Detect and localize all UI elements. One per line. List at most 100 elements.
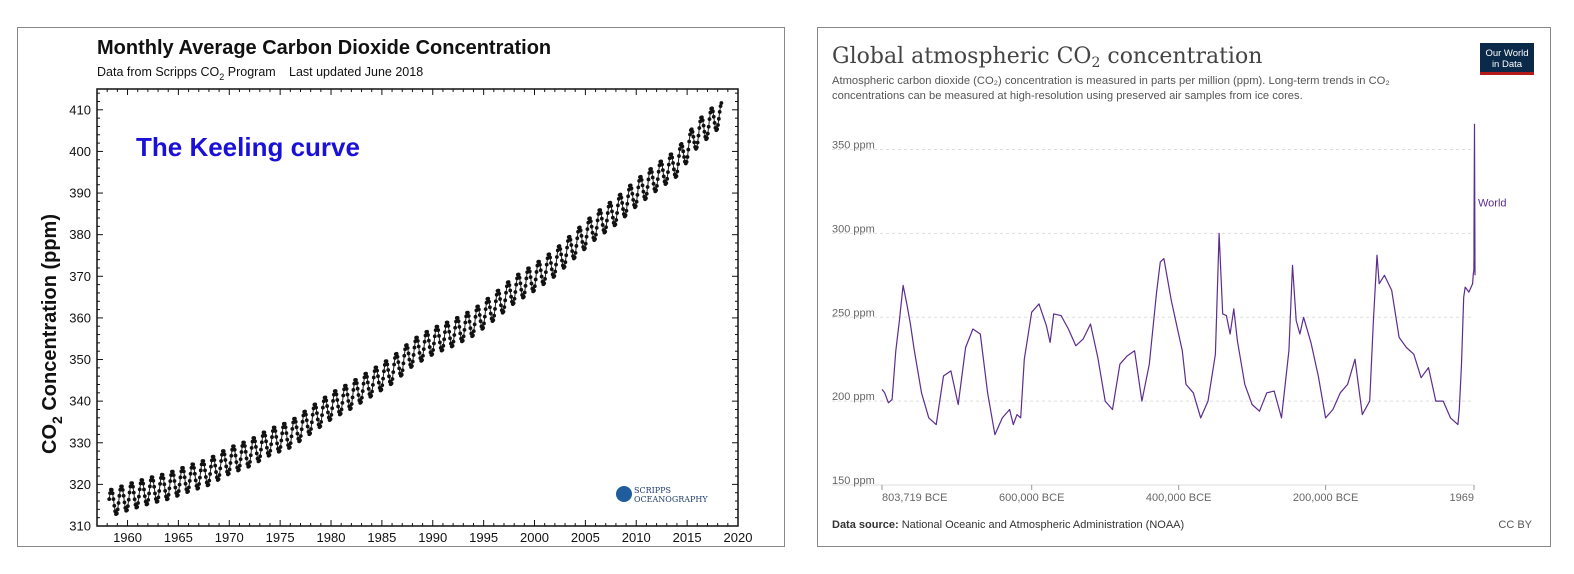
co2-monthly-point <box>570 249 575 254</box>
co2-monthly-point <box>280 431 285 436</box>
co2-monthly-point <box>401 361 406 366</box>
co2-monthly-point <box>203 475 208 479</box>
co2-monthly-point <box>544 262 549 267</box>
co2-monthly-point <box>493 299 498 304</box>
co2-monthly-point <box>467 319 472 324</box>
co2-monthly-point <box>476 307 481 312</box>
co2-monthly-point <box>142 487 146 492</box>
co2-monthly-point <box>125 504 130 508</box>
co2-monthly-point <box>379 387 384 392</box>
co2-monthly-point <box>392 362 396 367</box>
co2-monthly-point <box>618 192 623 197</box>
co2-monthly-point <box>233 453 238 458</box>
co2-monthly-point <box>504 290 508 295</box>
co2-monthly-point <box>593 237 597 241</box>
co2-monthly-point <box>600 223 605 227</box>
x-tick-label: 1985 <box>367 530 396 545</box>
co2-monthly-point <box>253 445 258 449</box>
co2-monthly-point <box>583 241 588 246</box>
co2-monthly-point <box>699 115 704 120</box>
y-tick-label: 250 ppm <box>832 307 875 319</box>
co2-monthly-point <box>610 209 614 214</box>
co2-monthly-point <box>527 269 532 274</box>
co2-monthly-point <box>427 345 432 349</box>
co2-monthly-point <box>517 275 522 280</box>
co2-monthly-point <box>660 168 665 173</box>
co2-monthly-point <box>488 311 493 316</box>
co2-monthly-point <box>234 460 239 465</box>
co2-monthly-point <box>287 445 292 450</box>
co2-monthly-point <box>211 454 216 459</box>
co2-monthly-point <box>382 369 386 374</box>
co2-monthly-point <box>548 255 553 260</box>
co2-monthly-point <box>707 117 712 121</box>
chart-subtitle: Data from Scripps CO2 Program <box>97 65 276 82</box>
co2-monthly-point <box>197 482 201 486</box>
co2-monthly-point <box>371 375 376 380</box>
co2-monthly-point <box>568 237 573 242</box>
co2-monthly-point <box>487 299 491 304</box>
co2-monthly-point <box>608 200 613 205</box>
co2-monthly-point <box>711 109 715 114</box>
scripps-logo-icon <box>616 486 632 502</box>
co2-monthly-point <box>595 218 600 223</box>
co2-monthly-point <box>181 466 185 470</box>
co2-monthly-point <box>676 162 681 167</box>
co2-monthly-point <box>381 376 385 381</box>
co2-monthly-point <box>508 288 513 293</box>
y-tick-label: 390 <box>69 186 91 201</box>
co2-monthly-point <box>711 114 716 119</box>
co2-monthly-point <box>389 381 394 386</box>
co2-monthly-point <box>716 116 721 121</box>
co2-monthly-point <box>314 405 318 410</box>
co2-monthly-point <box>341 393 346 398</box>
co2-monthly-point <box>511 301 516 306</box>
co2-monthly-point <box>237 467 241 472</box>
co2-monthly-point <box>161 476 166 481</box>
y-tick-label: 150 ppm <box>832 475 875 487</box>
co2-monthly-point <box>285 437 290 442</box>
co2-monthly-point <box>298 438 302 443</box>
co2-monthly-point <box>275 441 279 446</box>
co2-series-line <box>881 123 1476 436</box>
plot-area: 1960 1965 1970 1975 1980 1985 1990 1995 2000 2005… <box>69 88 752 545</box>
co2-monthly-point <box>259 447 263 452</box>
co2-monthly-point <box>426 333 430 337</box>
co2-monthly-point <box>579 233 584 238</box>
co2-monthly-point <box>318 424 323 429</box>
co2-monthly-point <box>437 340 442 345</box>
co2-monthly-point <box>273 429 278 433</box>
co2-monthly-point <box>665 176 670 181</box>
co2-monthly-point <box>446 324 451 328</box>
co2-monthly-point <box>365 380 370 385</box>
co2-monthly-point <box>656 169 661 174</box>
last-updated-note: Last updated June 2018 <box>289 65 423 79</box>
co2-monthly-point <box>345 392 350 397</box>
co2-monthly-point <box>672 167 676 172</box>
co2-monthly-point <box>394 351 399 356</box>
co2-monthly-point <box>228 461 233 465</box>
co2-monthly-point <box>432 334 437 339</box>
co2-monthly-point <box>512 296 517 301</box>
co2-monthly-point <box>422 339 427 344</box>
plot-area: 150 ppm 200 ppm 250 ppm 300 ppm 350 ppm 803,7… <box>832 123 1507 504</box>
co2-monthly-point <box>334 392 339 397</box>
co2-monthly-point <box>624 208 629 213</box>
co2-monthly-point <box>148 484 152 489</box>
co2-monthly-point <box>416 344 421 349</box>
co2-monthly-point <box>158 482 162 486</box>
co2-monthly-point <box>132 497 137 502</box>
co2-monthly-point <box>150 475 155 480</box>
co2-monthly-point <box>155 499 160 504</box>
y-tick-label: 300 ppm <box>832 223 875 235</box>
y-tick-label: 350 ppm <box>832 140 875 152</box>
co2-monthly-point <box>671 161 675 165</box>
co2-monthly-point <box>340 400 345 405</box>
x-tick-label: 2015 <box>673 530 702 545</box>
co2-monthly-point <box>636 185 641 190</box>
co2-monthly-point <box>130 481 135 486</box>
co2-monthly-point <box>170 469 175 474</box>
co2-monthly-point <box>588 219 593 224</box>
co2-monthly-point <box>701 123 706 128</box>
owid-logo-accent <box>1480 72 1534 75</box>
